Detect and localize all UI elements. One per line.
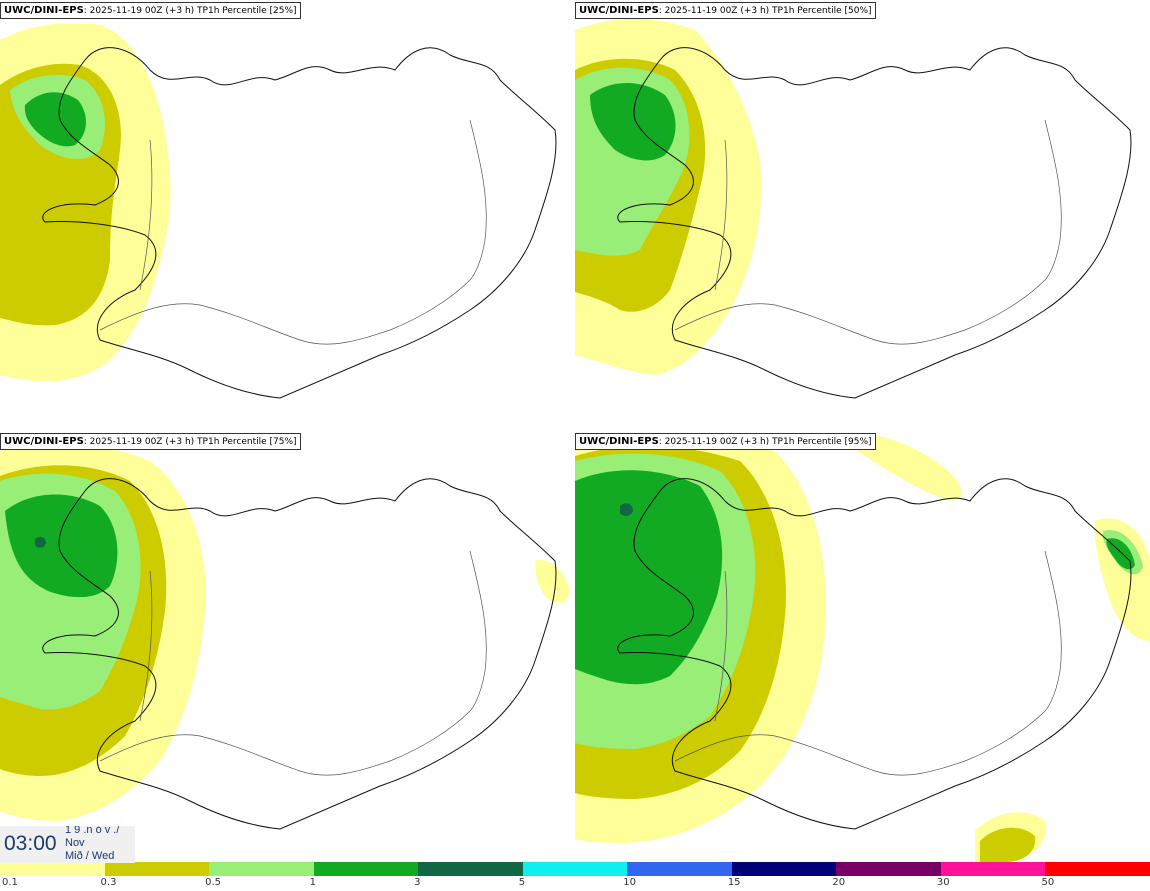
panel-title: UWC/DINI-EPS: 2025-11-19 00Z (+3 h) TP1h… xyxy=(575,433,876,450)
legend-tick-label: 0.1 xyxy=(2,877,18,888)
legend-swatch xyxy=(522,862,628,876)
run-time: 2025-11-19 00Z (+3 h) xyxy=(664,437,770,447)
legend-tick-label: 15 xyxy=(727,877,741,888)
legend-tick-label: 50 xyxy=(1041,877,1055,888)
legend-swatches xyxy=(0,862,1150,876)
valid-time: 03:00 xyxy=(4,832,57,855)
precip-map xyxy=(0,23,557,399)
coastline xyxy=(617,478,1132,830)
valid-date: 1 9 .n ó v ./ Nov Mið / Wed xyxy=(65,826,119,863)
precip-green xyxy=(5,494,118,598)
precip-yellow-east xyxy=(535,560,570,603)
coastline xyxy=(42,478,557,830)
legend-swatch xyxy=(209,862,314,876)
valid-weekday: Mið / Wed xyxy=(65,850,115,862)
map-panel-p25: UWC/DINI-EPS: 2025-11-19 00Z (+3 h) TP1h… xyxy=(0,0,575,431)
legend-tick-label: 20 xyxy=(832,877,846,888)
precip-map xyxy=(575,434,1150,862)
road-network xyxy=(674,550,1062,776)
coastline xyxy=(42,47,557,399)
precip-olive-south xyxy=(980,827,1036,862)
map-panel-p50: UWC/DINI-EPS: 2025-11-19 00Z (+3 h) TP1h… xyxy=(575,0,1150,431)
legend-swatch xyxy=(0,862,105,876)
run-time: 2025-11-19 00Z (+3 h) xyxy=(89,6,195,16)
precip-field xyxy=(0,442,570,821)
color-legend: 0.1 0.3 0.5 1 3 5 10 15 20 30 50 xyxy=(0,862,1150,891)
precip-map xyxy=(575,18,1132,399)
road-network xyxy=(99,550,487,776)
precip-green xyxy=(590,82,676,161)
run-time: 2025-11-19 00Z (+3 h) xyxy=(664,6,770,16)
road-network xyxy=(99,119,487,345)
legend-tick-label: 3 xyxy=(414,877,421,888)
precip-yellow-north xyxy=(848,434,962,501)
run-time: 2025-11-19 00Z (+3 h) xyxy=(89,437,195,447)
model-name: UWC/DINI-EPS xyxy=(4,436,84,447)
legend-swatch xyxy=(627,862,732,876)
legend-tick-label: 1 xyxy=(309,877,316,888)
field-label: TP1h Percentile [75%] xyxy=(197,437,297,447)
precip-darkgreen xyxy=(35,536,46,548)
legend-swatch xyxy=(1045,862,1150,876)
precip-darkgreen xyxy=(620,503,633,516)
valid-month: Nov xyxy=(65,837,85,849)
precip-field xyxy=(575,434,1150,862)
field-label: TP1h Percentile [25%] xyxy=(197,6,297,16)
model-name: UWC/DINI-EPS xyxy=(4,5,84,16)
legend-swatch xyxy=(836,862,941,876)
valid-time-box: 03:00 1 9 .n ó v ./ Nov Mið / Wed xyxy=(0,826,135,863)
precip-green xyxy=(24,92,86,147)
legend-tick-label: 10 xyxy=(623,877,636,888)
precip-map xyxy=(0,442,570,830)
field-label: TP1h Percentile [95%] xyxy=(772,437,872,447)
legend-swatch xyxy=(313,862,419,876)
precip-green xyxy=(575,470,723,685)
legend-swatch xyxy=(418,862,523,876)
panel-title: UWC/DINI-EPS: 2025-11-19 00Z (+3 h) TP1h… xyxy=(0,433,301,450)
legend-swatch xyxy=(940,862,1046,876)
valid-day: 1 9 .n ó v ./ xyxy=(65,826,120,836)
panel-title: UWC/DINI-EPS: 2025-11-19 00Z (+3 h) TP1h… xyxy=(575,2,876,19)
road-network xyxy=(674,119,1062,345)
model-name: UWC/DINI-EPS xyxy=(579,5,659,16)
legend-tick-label: 5 xyxy=(518,877,526,888)
map-panel-p75: UWC/DINI-EPS: 2025-11-19 00Z (+3 h) TP1h… xyxy=(0,431,575,862)
field-label: TP1h Percentile [50%] xyxy=(772,6,872,16)
coastline xyxy=(617,47,1132,399)
legend-tick-label: 0.3 xyxy=(100,877,117,888)
model-name: UWC/DINI-EPS xyxy=(579,436,659,447)
legend-tick-label: 30 xyxy=(936,877,950,888)
legend-swatch xyxy=(104,862,210,876)
precip-field xyxy=(0,23,171,382)
map-panel-p95: UWC/DINI-EPS: 2025-11-19 00Z (+3 h) TP1h… xyxy=(575,431,1150,862)
legend-ticks: 0.1 0.3 0.5 1 3 5 10 15 20 30 50 xyxy=(0,876,1150,891)
panel-title: UWC/DINI-EPS: 2025-11-19 00Z (+3 h) TP1h… xyxy=(0,2,301,19)
precip-field xyxy=(575,18,762,375)
legend-tick-label: 0.5 xyxy=(205,877,221,888)
legend-swatch xyxy=(731,862,837,876)
